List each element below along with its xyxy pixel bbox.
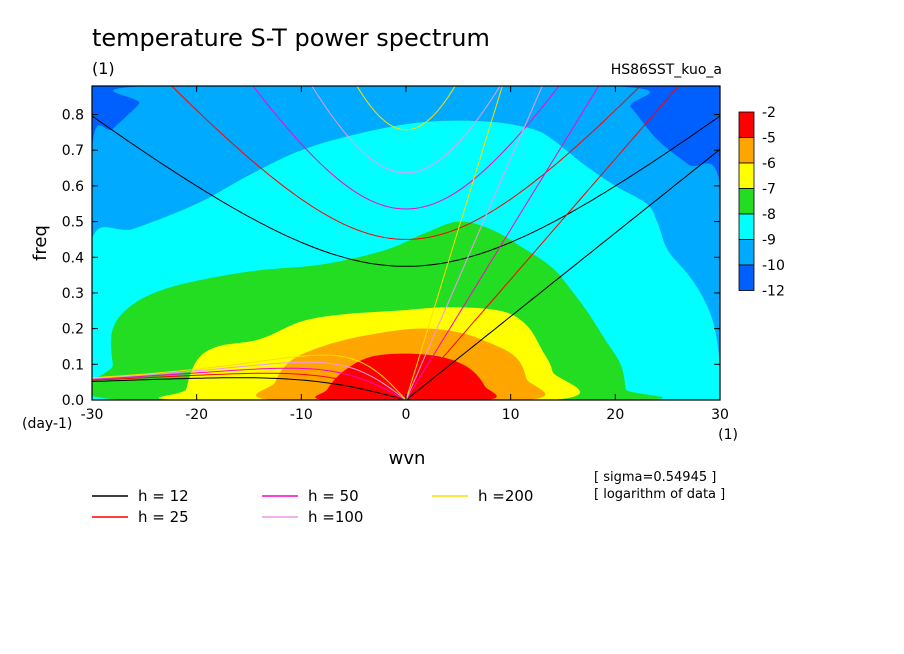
colorbar-swatch	[738, 162, 755, 189]
gravity-curve-4	[356, 86, 456, 131]
legend-label: h = 50	[308, 487, 359, 505]
colorbar-label: -8	[762, 207, 776, 223]
colorbar: -2 -5 -6 -7 -8 -9 -10 -12	[738, 105, 785, 300]
y-tick-label: 0.5	[62, 215, 84, 231]
kelvin-curve-2	[405, 86, 600, 400]
colorbar-label: -5	[762, 131, 776, 147]
y-tick-label: 0.6	[62, 179, 84, 195]
chart-subtitle: (1)	[92, 59, 115, 78]
kelvin-curve-1	[405, 86, 680, 400]
x-tick-label: -30	[81, 407, 104, 423]
rossby-curve-4	[92, 354, 407, 400]
x-tick-label: -20	[185, 407, 208, 423]
axis-ticks: -30 -20 -10 0 10 20 30 0.0 0.1 0.2 0.3 0.4 0.5 0.6 0.7…	[62, 86, 729, 423]
run-label: HS86SST_kuo_a	[611, 62, 722, 78]
colorbar-label: -9	[762, 233, 776, 249]
y-axis-title: freq	[30, 225, 51, 261]
legend: h = 12 h = 25 h = 50 h =100 h =200	[92, 487, 533, 526]
y-tick-label: 0.7	[62, 143, 84, 159]
y-tick-label: 0.1	[62, 357, 84, 373]
legend-label: h = 12	[138, 487, 189, 505]
kelvin-curve-4	[405, 86, 503, 400]
y-tick-label: 0.0	[62, 393, 84, 409]
x-unit-label: (1)	[718, 427, 738, 443]
y-tick-label: 0.3	[62, 286, 84, 302]
legend-label: h =100	[308, 508, 363, 526]
x-tick-label: 20	[606, 407, 624, 423]
legend-label: h =200	[478, 487, 533, 505]
filled-contours	[92, 86, 720, 400]
gravity-curve-3	[311, 86, 501, 174]
kelvin-curve-0	[405, 148, 720, 400]
gravity-curve-0	[92, 115, 720, 267]
y-tick-label: 0.4	[62, 250, 84, 266]
log-note: [ logarithm of data ]	[594, 487, 725, 502]
colorbar-label: -10	[762, 258, 785, 274]
rossby-curve-1	[92, 372, 407, 400]
y-unit-label: (day-1)	[22, 416, 72, 432]
x-tick-label: -10	[290, 407, 313, 423]
chart-title: temperature S-T power spectrum	[92, 24, 490, 52]
colorbar-label: -2	[762, 105, 776, 121]
colorbar-swatch	[738, 213, 755, 240]
y-tick-label: 0.2	[62, 322, 84, 338]
legend-label: h = 25	[138, 508, 189, 526]
gravity-curve-1	[171, 86, 641, 240]
colorbar-swatch	[738, 239, 755, 266]
x-tick-label: 30	[711, 407, 729, 423]
rossby-curve-2	[92, 367, 407, 400]
y-tick-label: 0.8	[62, 108, 84, 124]
colorbar-swatch	[738, 111, 755, 138]
rossby-curve-0	[92, 377, 407, 400]
kelvin-curve-3	[405, 86, 543, 400]
dispersion-curves	[92, 86, 720, 400]
x-tick-label: 0	[402, 407, 411, 423]
colorbar-label: -7	[762, 182, 776, 198]
colorbar-label: -6	[762, 156, 776, 172]
x-axis-title: wvn	[389, 448, 426, 469]
plot-area	[92, 86, 720, 400]
rossby-curve-3	[92, 361, 407, 400]
sigma-note: [ sigma=0.54945 ]	[594, 470, 716, 485]
colorbar-swatch	[738, 188, 755, 215]
x-tick-label: 10	[502, 407, 520, 423]
colorbar-label: -12	[762, 284, 785, 300]
gravity-curve-2	[252, 86, 560, 210]
colorbar-swatch	[738, 264, 755, 291]
colorbar-swatch	[738, 137, 755, 164]
